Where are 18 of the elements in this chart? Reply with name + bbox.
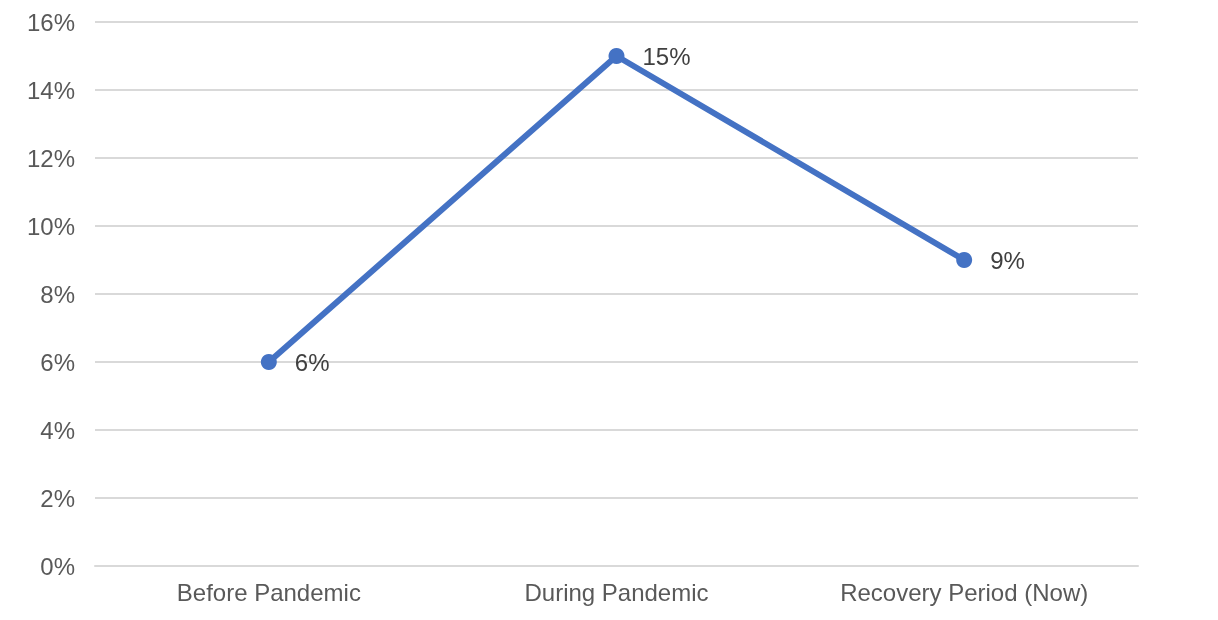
x-tick-label: Before Pandemic: [176, 578, 361, 606]
x-tick-label: Recovery Period (Now): [840, 578, 1089, 606]
y-tick-label: 6%: [40, 348, 75, 376]
y-tick-label: 8%: [40, 280, 75, 308]
y-tick-label: 14%: [26, 76, 75, 104]
y-tick-label: 10%: [26, 212, 75, 240]
point: [608, 48, 625, 64]
y-tick-label: 16%: [26, 8, 75, 36]
y-tick-label: 4%: [40, 416, 75, 444]
point: [956, 252, 973, 268]
point: [260, 354, 277, 370]
y-tick-label: 0%: [40, 552, 75, 580]
x-tick-label: During Pandemic: [524, 578, 709, 606]
data-label: 9%: [990, 246, 1025, 274]
data-label: 6%: [294, 348, 330, 376]
data-label: 15%: [642, 42, 691, 70]
y-tick-label: 12%: [26, 144, 75, 172]
y-tick-label: 2%: [40, 484, 75, 512]
